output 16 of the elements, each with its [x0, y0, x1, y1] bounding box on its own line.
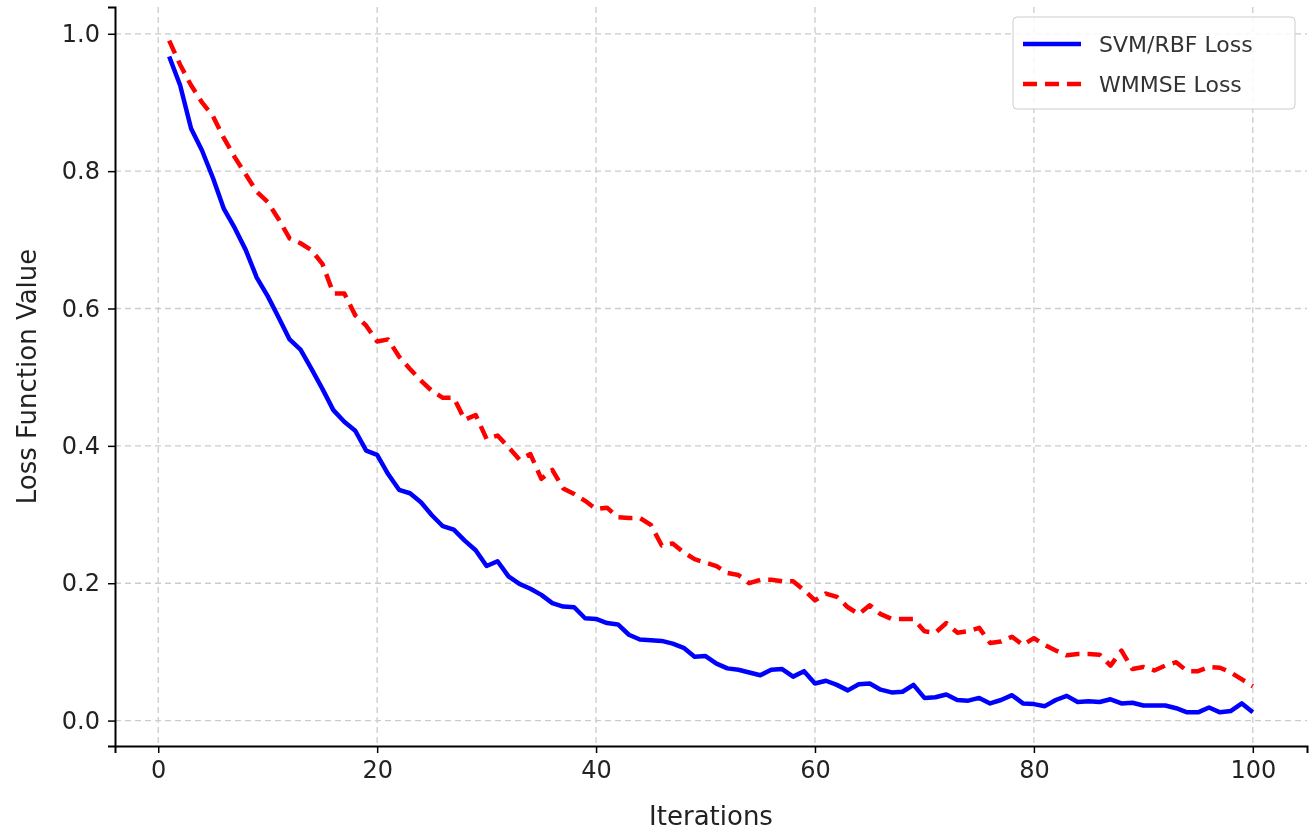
y-tick-label: 0.6	[61, 294, 100, 323]
y-tick-label: 0.4	[61, 432, 100, 461]
x-axis-title: Iterations	[649, 801, 773, 829]
y-tick-label: 0.8	[61, 157, 100, 186]
legend-label: SVM/RBF Loss	[1099, 32, 1253, 57]
y-tick-label: 1.0	[61, 19, 100, 48]
y-tick-label: 0.2	[61, 569, 100, 598]
x-tick-label: 0	[151, 756, 167, 785]
x-tick-label: 20	[362, 756, 393, 785]
x-tick-label: 60	[800, 756, 831, 785]
legend-label: WMMSE Loss	[1099, 72, 1242, 97]
x-tick-label: 80	[1019, 756, 1050, 785]
x-tick-label: 40	[581, 756, 612, 785]
x-tick-label: 100	[1230, 756, 1277, 785]
y-tick-label: 0.0	[61, 706, 100, 735]
y-axis-title: Loss Function Value	[12, 248, 42, 505]
